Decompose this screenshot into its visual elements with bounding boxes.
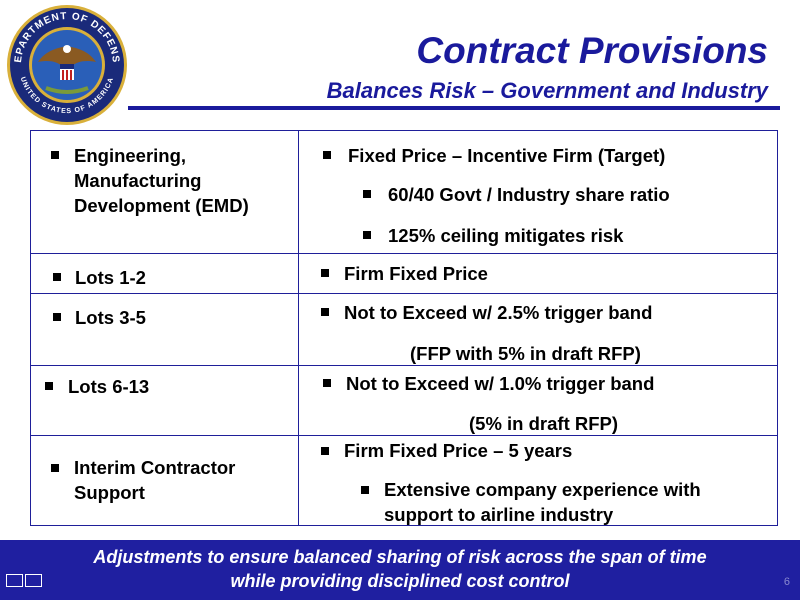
bullet-icon	[53, 273, 61, 281]
lots-1-2-contract: Firm Fixed Price	[344, 263, 488, 284]
footer-banner: Adjustments to ensure balanced sharing o…	[0, 540, 800, 600]
emd-contract-type: Fixed Price – Incentive Firm (Target)	[348, 145, 666, 166]
emd-share-ratio: 60/40 Govt / Industry share ratio	[388, 184, 670, 205]
bullet-icon	[321, 269, 329, 277]
lots-3-5-label: Lots 3-5	[75, 307, 146, 328]
ics-rationale: Extensive company experience with suppor…	[384, 479, 701, 525]
row-divider	[31, 435, 777, 436]
bullet-icon	[51, 151, 59, 159]
emd-label: Engineering, Manufacturing Development (…	[74, 145, 249, 216]
lots-6-13-note: (5% in draft RFP)	[469, 413, 619, 434]
ics-contract: Firm Fixed Price – 5 years	[344, 440, 573, 461]
bullet-icon	[323, 151, 331, 159]
page-title: Contract Provisions	[416, 30, 768, 71]
title-divider	[128, 106, 780, 110]
lots-6-13-contract: Not to Exceed w/ 1.0% trigger band	[346, 373, 655, 394]
page-number: 6	[783, 576, 790, 588]
bullet-icon	[323, 379, 331, 387]
bullet-icon	[363, 190, 371, 198]
row-divider	[31, 253, 777, 254]
bullet-icon	[53, 313, 61, 321]
lots-1-2-label: Lots 1-2	[75, 267, 146, 288]
page-subtitle: Balances Risk – Government and Industry	[326, 78, 768, 103]
lots-3-5-contract: Not to Exceed w/ 2.5% trigger band	[344, 302, 653, 323]
row-divider	[31, 365, 777, 366]
row-divider	[31, 293, 777, 294]
bullet-icon	[321, 308, 329, 316]
bullet-icon	[321, 447, 329, 455]
provisions-table: Engineering, Manufacturing Development (…	[30, 130, 778, 526]
lots-3-5-note: (FFP with 5% in draft RFP)	[410, 343, 641, 364]
footer-line-2: while providing disciplined cost control	[230, 571, 570, 591]
ics-label: Interim Contractor Support	[74, 457, 236, 503]
footer-line-1: Adjustments to ensure balanced sharing o…	[93, 547, 707, 567]
bullet-icon	[361, 486, 369, 494]
slide-nav	[6, 574, 44, 588]
nav-back-icon[interactable]	[6, 574, 23, 587]
bullet-icon	[363, 231, 371, 239]
dod-seal-logo: DEPARTMENT OF DEFENSE UNITED STATES OF A…	[6, 4, 127, 125]
column-divider	[298, 131, 299, 525]
bullet-icon	[51, 464, 59, 472]
emd-ceiling: 125% ceiling mitigates risk	[388, 225, 624, 246]
bullet-icon	[45, 382, 53, 390]
nav-forward-icon[interactable]	[25, 574, 42, 587]
lots-6-13-label: Lots 6-13	[68, 376, 150, 397]
